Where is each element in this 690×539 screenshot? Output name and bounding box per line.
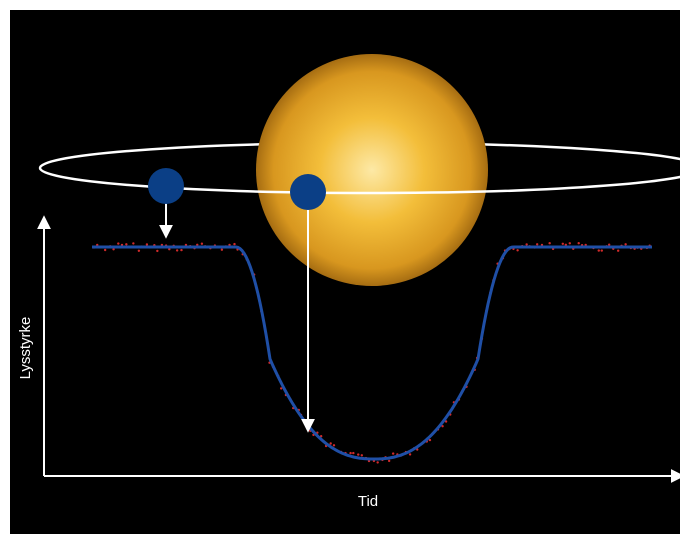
measurement-point (180, 248, 183, 252)
measurement-point (428, 438, 432, 442)
measurement-point (616, 249, 620, 252)
measurement-point (233, 242, 236, 246)
measurement-point (145, 243, 149, 246)
measurement-point (624, 243, 627, 246)
measurement-point (607, 243, 611, 246)
light-curve (92, 245, 652, 461)
measurement-point (349, 451, 352, 455)
measurement-point (548, 242, 551, 245)
measurement-point (175, 249, 179, 252)
measurement-point (279, 387, 283, 390)
transit-diagram-canvas: Lysstyrke Tid (10, 10, 680, 534)
measurement-point (360, 454, 364, 457)
measurement-point (387, 459, 391, 463)
measurement-point (597, 249, 600, 252)
measurement-point (168, 248, 171, 251)
measurement-point (220, 248, 224, 251)
measurement-point (561, 242, 565, 245)
measurement-point (391, 452, 395, 455)
measurement-point (103, 248, 107, 252)
x-axis-label: Tid (358, 493, 378, 510)
orbit-front (38, 167, 680, 195)
measurement-point (357, 453, 360, 456)
measurement-point (568, 242, 571, 245)
star-sphere-icon (256, 54, 488, 286)
measurement-point (156, 249, 159, 253)
measurement-point (196, 243, 199, 246)
transit-diagram: Lysstyrke Tid (17, 54, 680, 510)
measurement-point (535, 243, 539, 246)
measurement-point (441, 425, 444, 428)
y-axis-label: Lysstyrke (17, 317, 34, 380)
measurement-point (137, 249, 141, 252)
planet-before-transit-icon (148, 168, 184, 204)
measurement-point (132, 242, 135, 245)
measurement-point (125, 243, 128, 246)
measurement-point (200, 242, 204, 245)
measurement-point (352, 451, 355, 455)
measurement-point (577, 242, 580, 245)
measurement-point (332, 444, 336, 447)
measurement-point (376, 461, 379, 464)
measurement-point (117, 242, 120, 245)
measurement-point (516, 249, 519, 252)
planet-mid-transit-icon (290, 174, 326, 210)
measurement-point (525, 243, 528, 246)
measurement-point (329, 442, 332, 445)
measurement-point (112, 248, 115, 251)
measurement-point (600, 249, 603, 252)
measurement-point (408, 453, 412, 456)
measurement-point (564, 243, 568, 246)
measurement-point (444, 420, 448, 423)
